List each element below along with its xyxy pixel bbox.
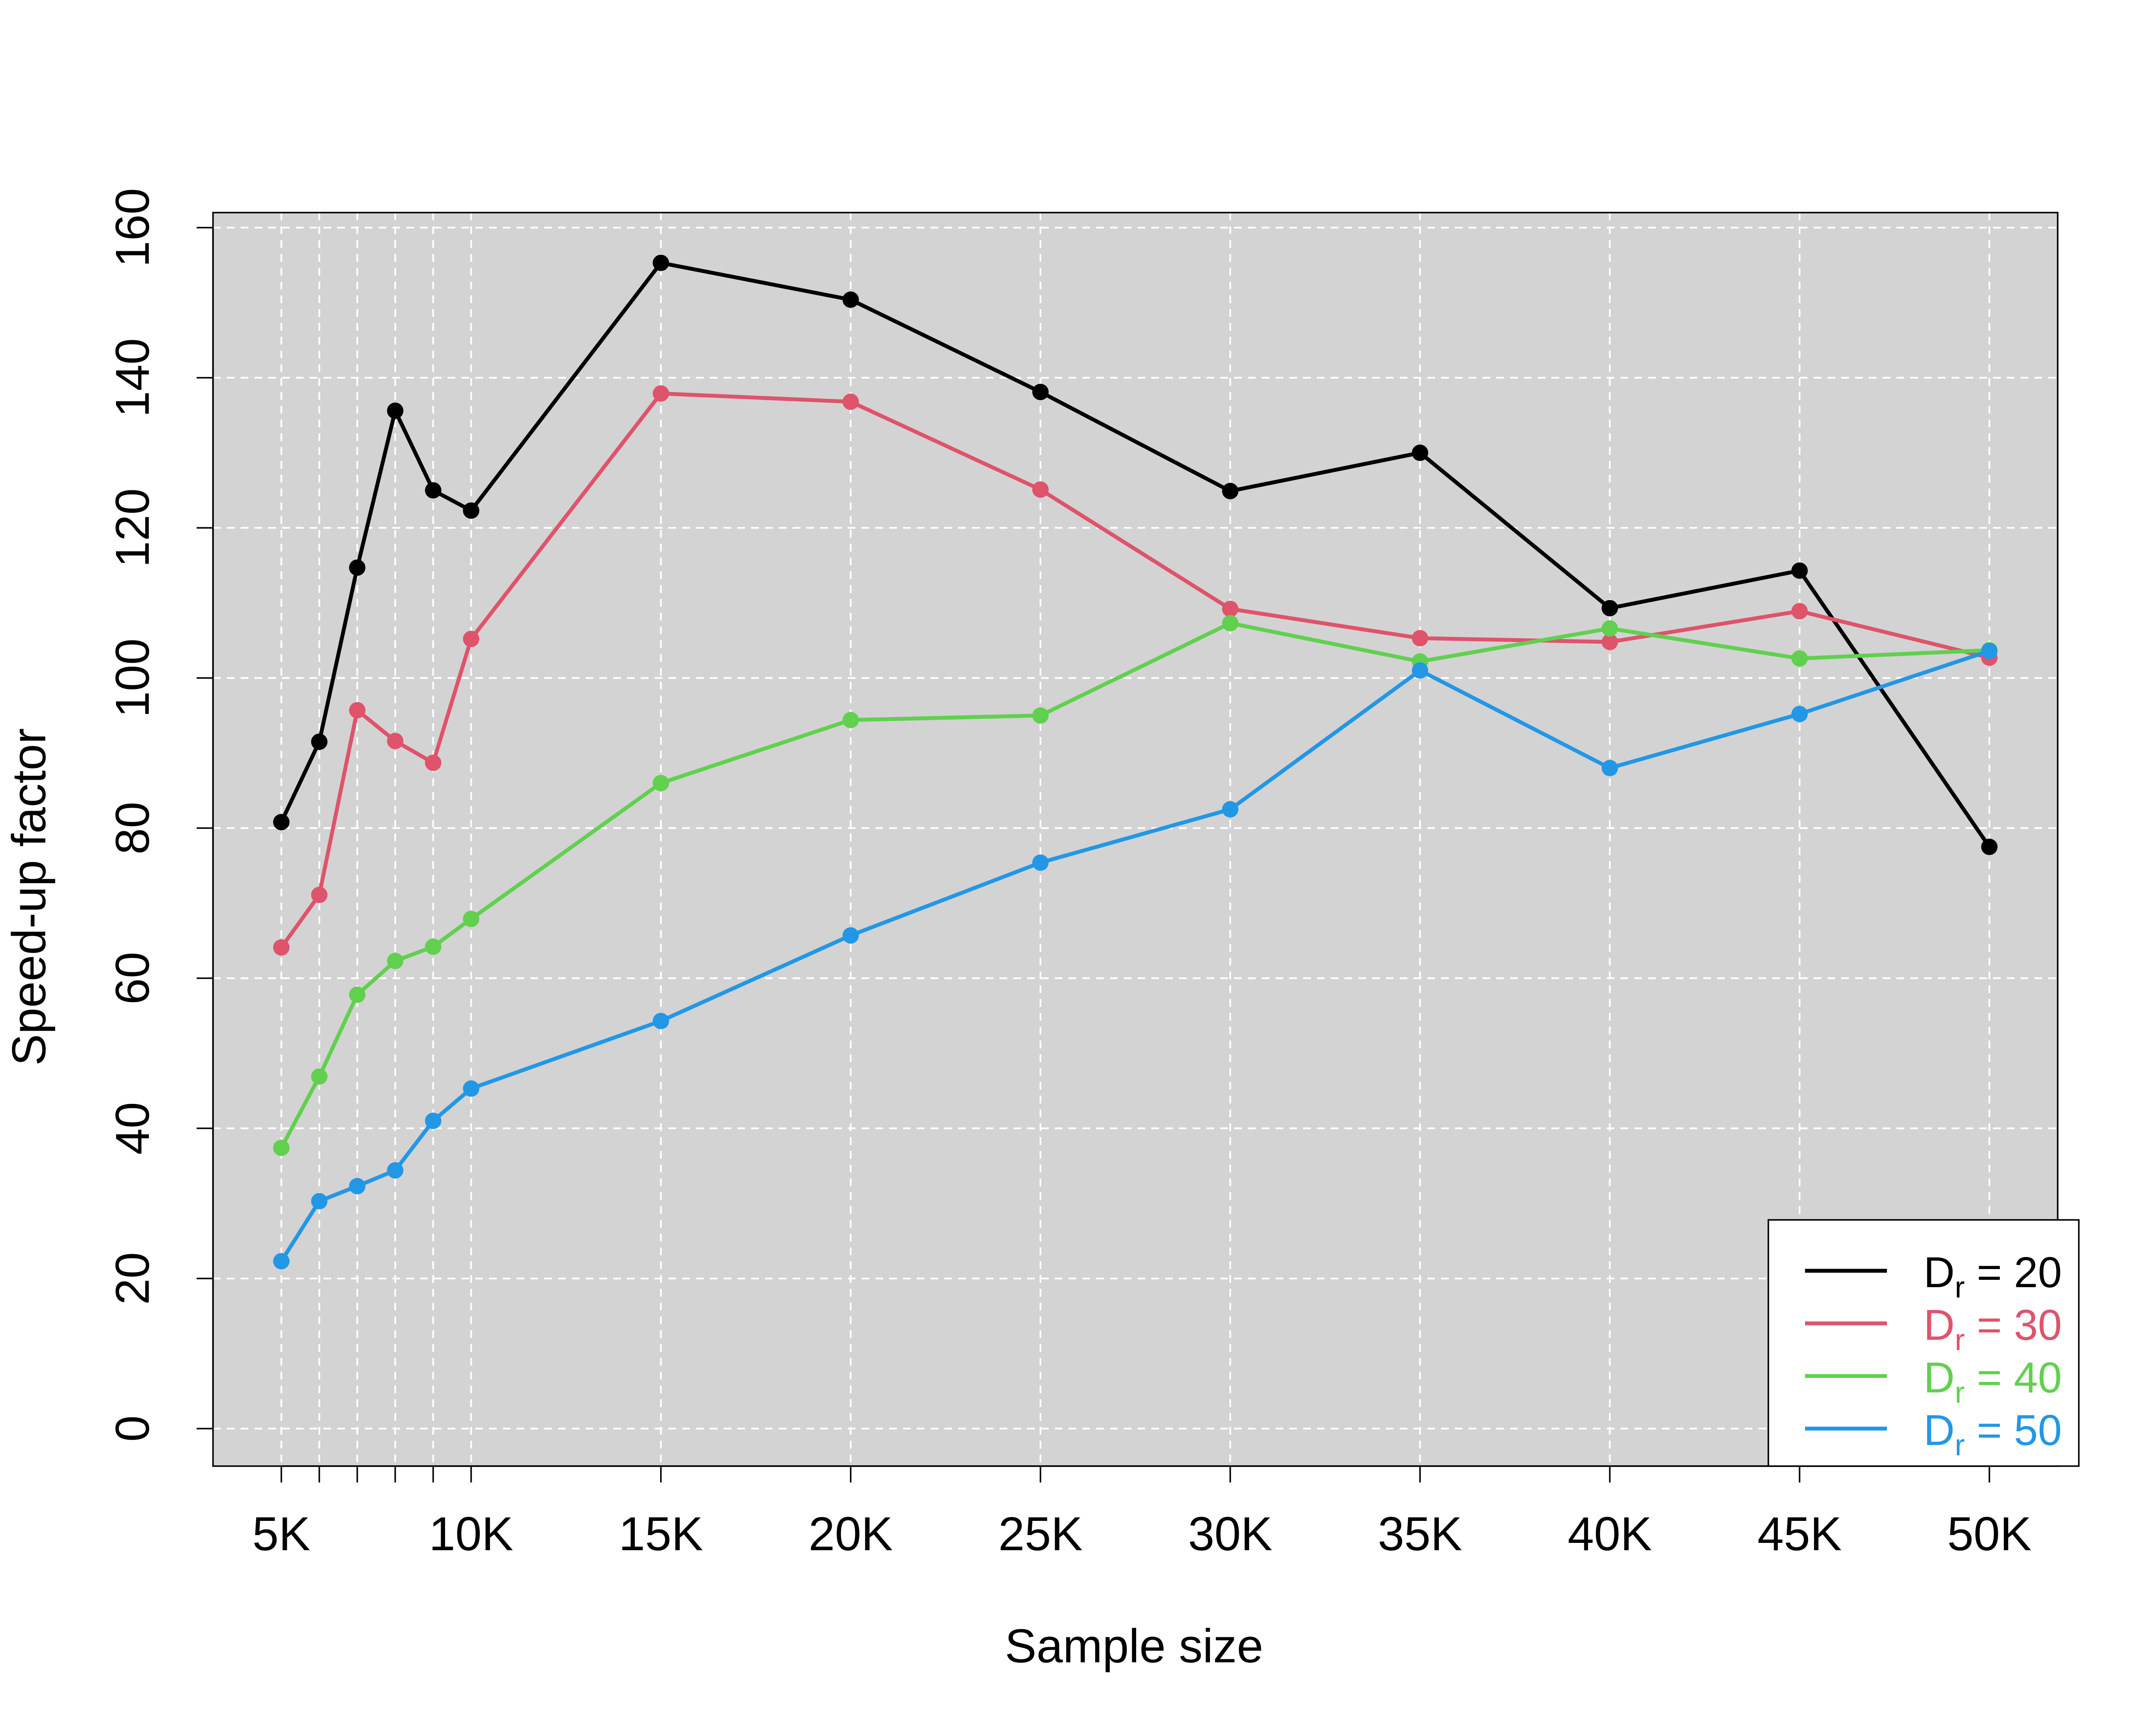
data-point-30-10000 bbox=[463, 630, 479, 647]
series-30 bbox=[273, 385, 1998, 956]
data-point-30-9000 bbox=[425, 754, 442, 771]
y-tick-label-160: 160 bbox=[106, 188, 159, 267]
data-point-40-15000 bbox=[652, 774, 669, 791]
legend-label: Dr = 20 bbox=[1924, 1248, 2062, 1304]
data-point-20-20000 bbox=[842, 291, 859, 308]
data-point-30-5000 bbox=[273, 939, 290, 956]
data-point-20-15000 bbox=[652, 254, 669, 271]
data-point-20-25000 bbox=[1032, 384, 1049, 401]
data-point-20-45000 bbox=[1791, 562, 1808, 579]
data-point-20-5000 bbox=[273, 814, 290, 831]
y-tick-label-140: 140 bbox=[106, 338, 159, 417]
data-point-20-8000 bbox=[387, 402, 404, 419]
data-point-40-20000 bbox=[842, 711, 859, 728]
legend-label: Dr = 40 bbox=[1924, 1354, 2062, 1409]
data-point-50-45000 bbox=[1791, 705, 1808, 722]
legend-item-20: Dr = 20 bbox=[1805, 1248, 2062, 1304]
axis-layer: 5K 10K 15K 20K 25K 30K 35K 40K 45K 50K 0 20 40 60 80 10… bbox=[106, 188, 2059, 1561]
data-point-40-45000 bbox=[1791, 650, 1808, 667]
data-point-50-6000 bbox=[311, 1193, 328, 1210]
data-point-50-35000 bbox=[1412, 662, 1429, 679]
data-point-50-9000 bbox=[425, 1113, 442, 1129]
data-point-40-30000 bbox=[1222, 615, 1239, 632]
data-point-40-6000 bbox=[311, 1068, 328, 1085]
x-tick-label-15K: 15K bbox=[619, 1508, 703, 1561]
legend-label: Dr = 50 bbox=[1924, 1406, 2062, 1462]
x-tick-label-10K: 10K bbox=[429, 1508, 514, 1561]
x-tick-label-5K: 5K bbox=[252, 1508, 310, 1561]
data-point-50-10000 bbox=[463, 1080, 479, 1097]
x-tick-label-45K: 45K bbox=[1758, 1508, 1842, 1561]
data-point-20-40000 bbox=[1601, 600, 1618, 617]
data-point-40-5000 bbox=[273, 1139, 290, 1156]
y-tick-label-60: 60 bbox=[106, 952, 159, 1004]
data-point-30-25000 bbox=[1032, 481, 1049, 498]
x-tick-label-25K: 25K bbox=[998, 1508, 1083, 1561]
y-tick-label-40: 40 bbox=[106, 1102, 159, 1154]
data-point-40-8000 bbox=[387, 953, 404, 969]
data-point-40-9000 bbox=[425, 938, 442, 955]
data-point-50-30000 bbox=[1222, 801, 1239, 818]
series-20 bbox=[273, 254, 1998, 855]
data-point-50-20000 bbox=[842, 927, 859, 944]
x-axis-title: Sample size bbox=[1005, 1620, 1263, 1673]
data-point-30-8000 bbox=[387, 733, 404, 749]
data-point-50-50000 bbox=[1981, 643, 1998, 659]
data-point-30-15000 bbox=[652, 385, 669, 402]
data-point-30-7000 bbox=[349, 702, 366, 719]
data-point-30-20000 bbox=[842, 393, 859, 410]
y-axis-title: Speed-up factor bbox=[3, 728, 56, 1066]
y-tick-label-120: 120 bbox=[106, 488, 159, 567]
data-point-20-6000 bbox=[311, 733, 328, 750]
data-point-20-50000 bbox=[1981, 838, 1998, 855]
x-tick-label-20K: 20K bbox=[808, 1508, 893, 1561]
data-point-30-35000 bbox=[1412, 630, 1429, 646]
data-point-30-30000 bbox=[1222, 601, 1239, 617]
data-point-30-45000 bbox=[1791, 603, 1808, 620]
series-40 bbox=[273, 615, 1998, 1156]
plot-area-background bbox=[213, 213, 2058, 1466]
data-point-50-5000 bbox=[273, 1253, 290, 1269]
data-point-40-10000 bbox=[463, 911, 479, 928]
series-line-40 bbox=[279, 621, 1990, 1149]
data-point-50-8000 bbox=[387, 1162, 404, 1179]
y-tick-label-80: 80 bbox=[106, 802, 159, 854]
data-point-50-40000 bbox=[1601, 760, 1618, 777]
data-point-50-15000 bbox=[652, 1012, 669, 1029]
x-tick-label-35K: 35K bbox=[1378, 1508, 1462, 1561]
plot-background-layer bbox=[213, 213, 2058, 1466]
data-point-20-30000 bbox=[1222, 483, 1239, 499]
legend-item-30: Dr = 30 bbox=[1805, 1301, 2062, 1357]
y-tick-label-20: 20 bbox=[106, 1252, 159, 1305]
data-point-30-40000 bbox=[1601, 633, 1618, 650]
x-tick-label-30K: 30K bbox=[1188, 1508, 1272, 1561]
data-point-20-9000 bbox=[425, 482, 442, 499]
data-point-20-7000 bbox=[349, 559, 366, 576]
data-point-40-7000 bbox=[349, 986, 366, 1003]
data-point-50-7000 bbox=[349, 1178, 366, 1194]
grid-layer bbox=[213, 213, 2058, 1466]
data-point-40-25000 bbox=[1032, 707, 1049, 724]
legend-label: Dr = 30 bbox=[1924, 1301, 2062, 1357]
series-layer bbox=[273, 254, 1998, 1269]
data-point-30-6000 bbox=[311, 887, 328, 903]
series-line-20 bbox=[279, 261, 1991, 848]
legend-item-50: Dr = 50 bbox=[1805, 1406, 2062, 1462]
legend-box bbox=[1767, 1219, 2080, 1467]
data-point-50-25000 bbox=[1032, 854, 1049, 871]
series-50 bbox=[273, 643, 1998, 1269]
y-tick-label-100: 100 bbox=[106, 638, 159, 718]
y-tick-label-0: 0 bbox=[106, 1415, 159, 1442]
data-point-20-10000 bbox=[463, 502, 479, 519]
data-point-40-40000 bbox=[1601, 620, 1618, 637]
data-point-20-35000 bbox=[1412, 445, 1429, 461]
x-tick-label-40K: 40K bbox=[1567, 1508, 1652, 1561]
legend-item-40: Dr = 40 bbox=[1805, 1354, 2062, 1409]
x-tick-label-50K: 50K bbox=[1947, 1508, 2032, 1561]
